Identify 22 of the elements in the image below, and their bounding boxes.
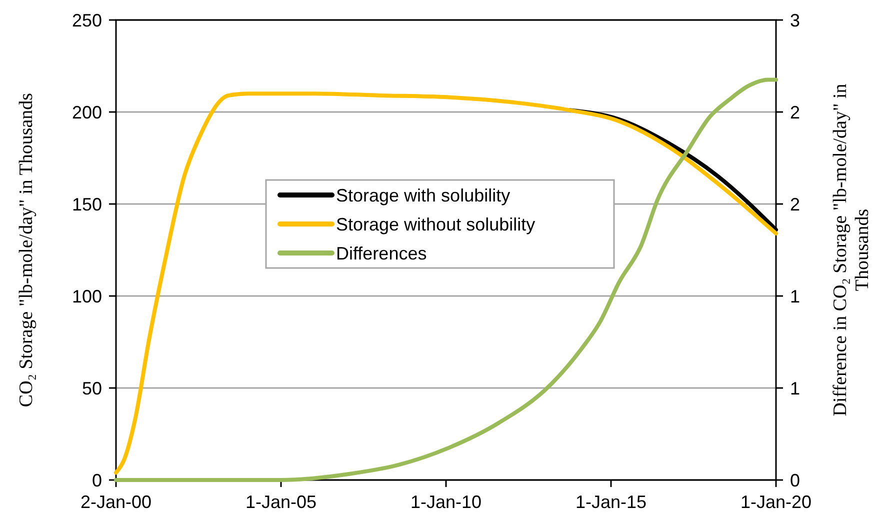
y2-tick-label: 1 (790, 378, 800, 398)
y-tick-label: 50 (82, 378, 102, 398)
x-tick-label: 1-Jan-20 (740, 492, 812, 512)
legend-label: Differences (336, 243, 427, 264)
y2-tick-label: 2 (790, 194, 800, 214)
y-tick-label: 0 (92, 470, 102, 490)
legend-label: Storage without solubility (336, 214, 536, 234)
y2-tick-label: 3 (790, 10, 800, 30)
y-tick-label: 100 (72, 286, 102, 306)
y-tick-label: 200 (72, 102, 102, 122)
y2-tick-label: 2 (790, 102, 800, 122)
x-tick-label: 2-Jan-00 (80, 492, 152, 512)
y-tick-label: 250 (72, 10, 102, 30)
y2-tick-label: 0 (790, 470, 800, 490)
y2-tick-label: 1 (790, 286, 800, 306)
y2-axis-title: Difference in CO₂ Storage "lb-mole/day" in Thousands (830, 83, 873, 416)
x-tick-label: 1-Jan-15 (575, 492, 647, 512)
y-tick-label: 150 (72, 194, 102, 214)
legend-label: Storage with solubility (336, 185, 510, 206)
x-tick-label: 1-Jan-10 (410, 492, 482, 512)
x-tick-label: 1-Jan-05 (245, 492, 317, 512)
y-axis-title: CO₂ Storage "lb-mole/day" in Thousands (16, 92, 37, 408)
